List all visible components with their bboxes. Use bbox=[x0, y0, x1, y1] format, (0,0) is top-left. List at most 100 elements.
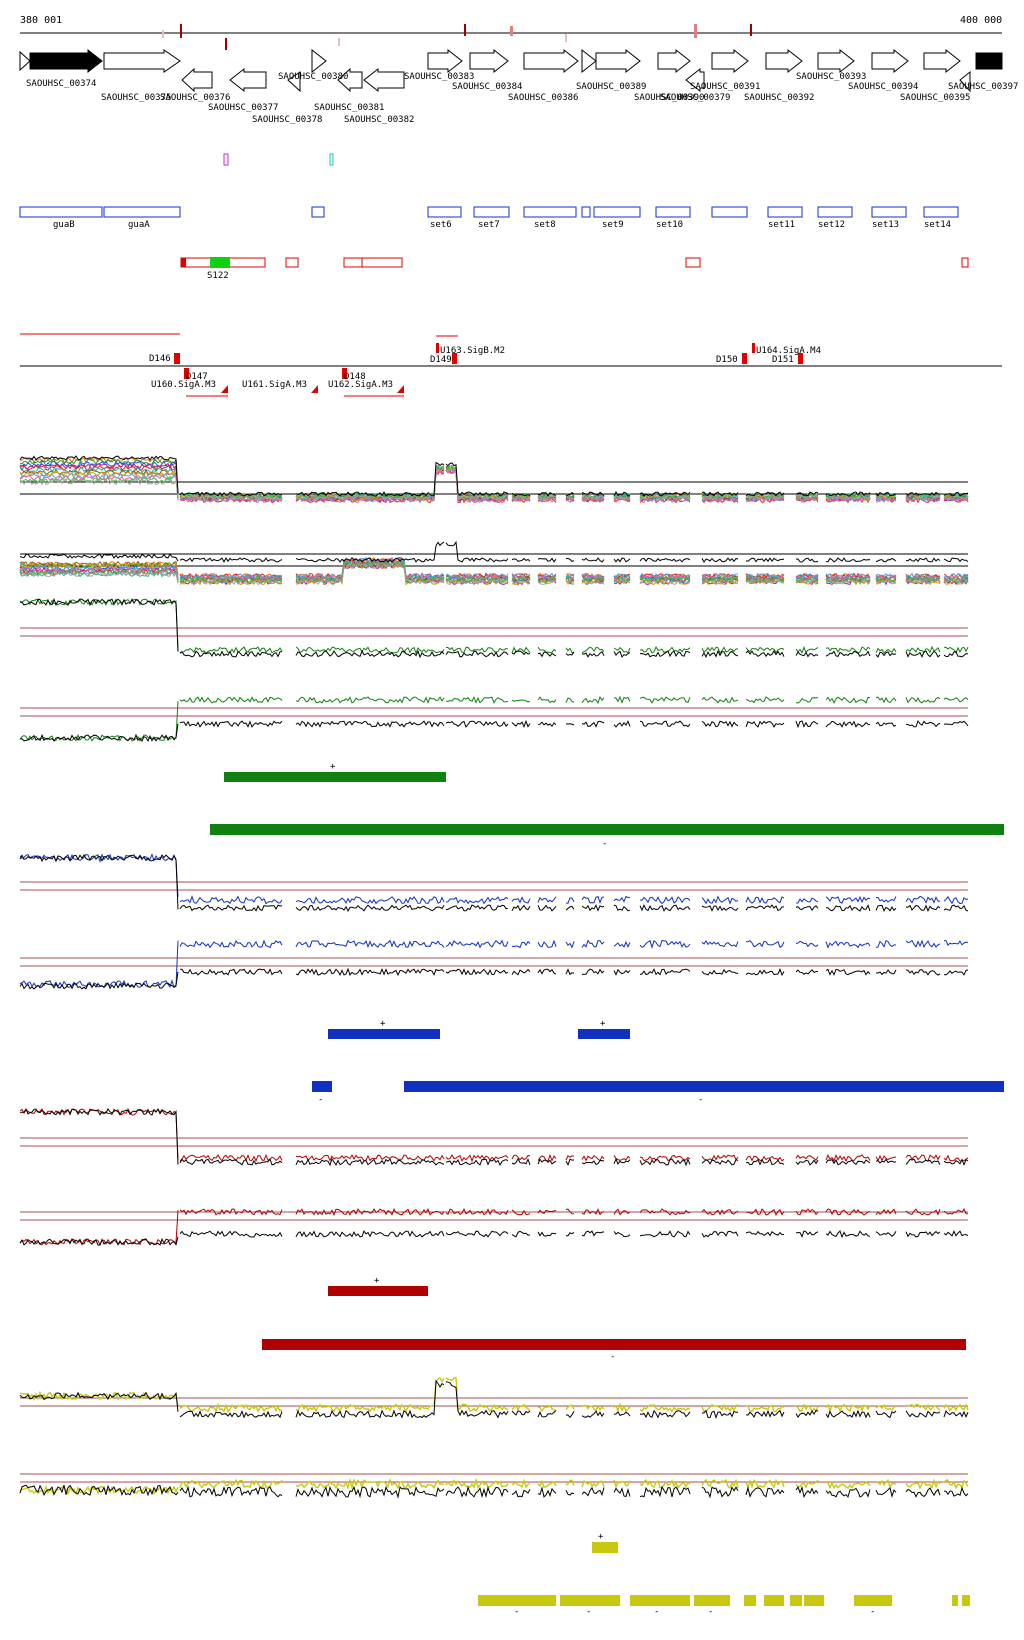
segment-bar-yellow-plus bbox=[592, 1542, 618, 1553]
expression-profile bbox=[19, 854, 969, 912]
gene-arrow bbox=[657, 48, 691, 74]
feature-label: D148 bbox=[344, 372, 366, 382]
expression-profile bbox=[19, 1379, 969, 1420]
coord-end: 400 000 bbox=[960, 15, 1002, 26]
strand-plus: + bbox=[600, 1019, 606, 1029]
gene-arrow bbox=[427, 48, 463, 74]
operon-box bbox=[923, 206, 959, 218]
operon-box bbox=[103, 206, 181, 218]
utr-box bbox=[285, 257, 299, 268]
gene-track bbox=[19, 48, 1003, 93]
operon-label: set6 bbox=[430, 220, 452, 230]
gene-label: SAOUHSC_00392 bbox=[744, 93, 814, 103]
strand-minus: - bbox=[514, 1607, 519, 1617]
expression-profile bbox=[19, 1207, 969, 1246]
gene-arrow bbox=[765, 48, 803, 74]
feature-mark bbox=[452, 353, 457, 364]
ruler-mark bbox=[510, 26, 513, 36]
feature-label: U161.SigA.M3 bbox=[242, 380, 307, 390]
operon-box bbox=[655, 206, 691, 218]
expression-profile bbox=[19, 939, 969, 989]
strand-minus: - bbox=[586, 1607, 591, 1617]
segment-bar-green-minus bbox=[210, 824, 1004, 835]
utr-track: S122 bbox=[180, 257, 969, 281]
ruler-marks bbox=[162, 24, 752, 50]
strand-plus: + bbox=[598, 1532, 604, 1542]
operon-box bbox=[767, 206, 803, 218]
operon-label: set11 bbox=[768, 220, 795, 230]
utr-box bbox=[685, 257, 701, 268]
strand-minus: - bbox=[654, 1607, 659, 1617]
expression-profile bbox=[19, 455, 969, 497]
gene-arrow bbox=[711, 48, 749, 74]
gene-arrow bbox=[103, 49, 181, 73]
feature-label: D150 bbox=[716, 355, 738, 365]
operon-box bbox=[523, 206, 577, 218]
strand-plus: + bbox=[380, 1019, 386, 1029]
gene-label: SAOUHSC_00395 bbox=[900, 93, 970, 103]
feature-mark bbox=[184, 368, 189, 379]
expression-profile bbox=[19, 719, 969, 743]
operon-box bbox=[581, 206, 591, 218]
gene-label: SAOUHSC_00379 bbox=[660, 93, 730, 103]
operon-label: set12 bbox=[818, 220, 845, 230]
feature-mark bbox=[311, 385, 318, 393]
gene-label: SAOUHSC_00394 bbox=[848, 82, 918, 92]
utr-box bbox=[181, 258, 186, 267]
operon-track bbox=[19, 206, 959, 218]
feature-mark bbox=[174, 353, 180, 364]
ruler-mark bbox=[338, 38, 340, 46]
segment-bar-yellow-minus bbox=[478, 1595, 970, 1606]
gene-label: SAOUHSC_00378 bbox=[252, 115, 322, 125]
utr-box bbox=[361, 257, 403, 268]
feature-mark bbox=[798, 353, 803, 364]
feature-mark bbox=[342, 368, 347, 379]
strand-minus: - bbox=[318, 1095, 323, 1105]
gene-label: SAOUHSC_00397 bbox=[948, 82, 1018, 92]
gene-label: SAOUHSC_00375 bbox=[101, 93, 171, 103]
gene-label: SAOUHSC_00390 bbox=[634, 93, 704, 103]
operon-box bbox=[311, 206, 325, 218]
gene-arrow bbox=[975, 52, 1003, 70]
gene-arrow bbox=[595, 48, 641, 74]
coord-start: 380 001 bbox=[20, 15, 62, 26]
ruler-mark bbox=[694, 24, 697, 38]
expression-profile bbox=[19, 562, 969, 586]
strand-minus: - bbox=[870, 1607, 875, 1617]
feature-track: D146 D147 U160.SigA.M3 U161.SigA.M3 D148… bbox=[20, 333, 1002, 397]
feature-mark bbox=[752, 343, 755, 353]
operon-label: guaA bbox=[128, 220, 150, 230]
operon-box bbox=[473, 206, 510, 218]
feature-mark bbox=[436, 343, 439, 353]
utr-box bbox=[961, 257, 969, 268]
strand-minus: - bbox=[602, 839, 607, 849]
gene-arrow bbox=[363, 67, 405, 93]
strand-minus: - bbox=[708, 1607, 713, 1617]
feature-mark bbox=[397, 385, 404, 393]
gene-arrow bbox=[685, 67, 705, 93]
gene-labels: SAOUHSC_00374 SAOUHSC_00375 SAOUHSC_0037… bbox=[26, 72, 1018, 125]
feature-label: D149 bbox=[430, 355, 452, 365]
feature-label: D147 bbox=[186, 372, 208, 382]
operon-label: set14 bbox=[924, 220, 951, 230]
operon-box bbox=[817, 206, 853, 218]
feature-label: U160.SigA.M3 bbox=[151, 380, 216, 390]
gene-arrow bbox=[29, 48, 103, 74]
strand-plus: + bbox=[374, 1276, 380, 1286]
ruler-mark bbox=[464, 24, 466, 36]
segment-bar-blue-plus bbox=[578, 1029, 630, 1039]
gene-label: SAOUHSC_00386 bbox=[508, 93, 578, 103]
expression-profile bbox=[19, 1230, 969, 1246]
strand-minus: - bbox=[698, 1095, 703, 1105]
expression-tracks bbox=[19, 455, 969, 1499]
ruler-mark bbox=[180, 24, 182, 38]
operon-label: set8 bbox=[534, 220, 556, 230]
expression-profile bbox=[19, 1377, 969, 1414]
ruler-mark bbox=[565, 34, 567, 42]
feature-label: U164.SigA.M4 bbox=[756, 346, 821, 356]
tss-marker bbox=[329, 153, 334, 166]
operon-label: set10 bbox=[656, 220, 683, 230]
expression-profile bbox=[19, 1107, 969, 1163]
expression-profile bbox=[19, 853, 969, 905]
operon-box bbox=[711, 206, 748, 218]
